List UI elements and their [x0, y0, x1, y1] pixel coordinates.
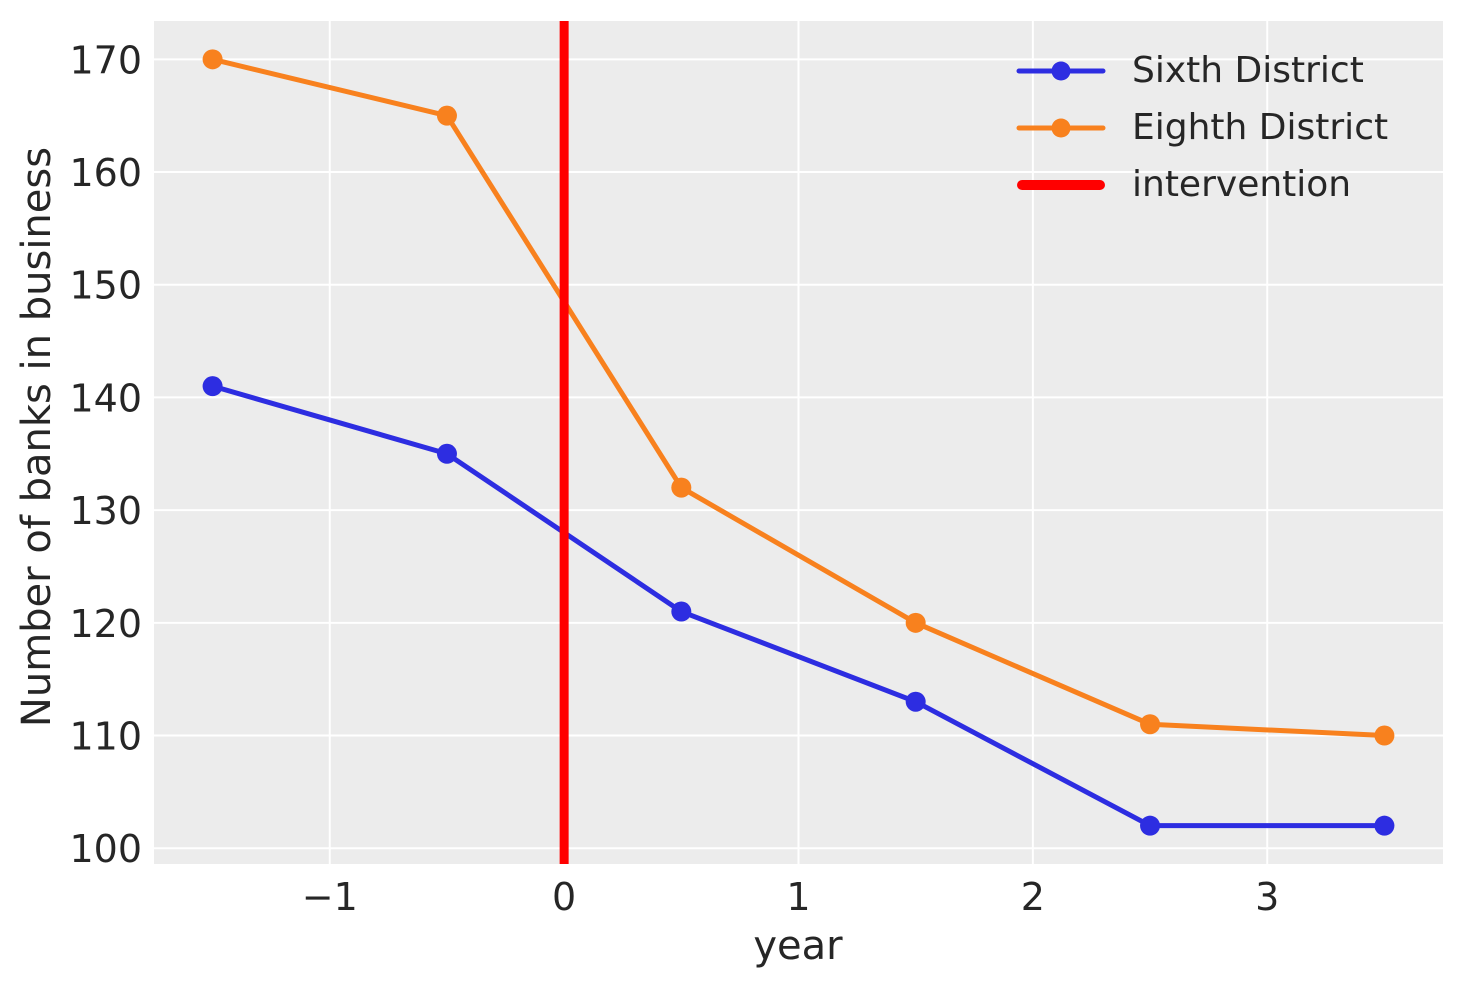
legend-item-eighth-district: Eighth District — [1016, 99, 1388, 156]
legend-label-eighth-district: Eighth District — [1132, 107, 1389, 148]
line-marker-sample-icon — [1016, 118, 1106, 137]
eighth-district-data-point — [1140, 714, 1161, 735]
legend-label-sixth-district: Sixth District — [1132, 50, 1364, 91]
y-tick-label: 170 — [69, 38, 142, 82]
y-tick-label: 110 — [69, 715, 142, 759]
y-tick-label: 160 — [69, 151, 142, 195]
eighth-district-data-point — [905, 612, 926, 633]
y-axis-label: Number of banks in business — [14, 146, 60, 728]
sixth-district-data-point — [436, 443, 457, 464]
x-axis-label: year — [753, 923, 843, 969]
legend: Sixth District Eighth District intervent… — [1016, 42, 1388, 213]
sixth-district-data-point — [905, 691, 926, 712]
sixth-district-data-point — [202, 376, 223, 397]
eighth-district-data-point — [1374, 725, 1395, 746]
sixth-district-data-point — [671, 601, 692, 622]
y-tick-label: 150 — [69, 264, 142, 308]
y-tick-label: 100 — [69, 827, 142, 871]
thick-line-sample-icon — [1017, 179, 1105, 190]
x-tick-label: 3 — [1255, 875, 1279, 919]
x-tick-label: 1 — [786, 875, 810, 919]
sixth-district-line — [210, 383, 1387, 829]
y-tick-label: 120 — [69, 602, 142, 646]
x-tick-label: −1 — [302, 875, 358, 919]
line-marker-sample-icon — [1016, 61, 1106, 80]
eighth-district-data-point — [202, 49, 223, 70]
eighth-district-data-point — [436, 105, 457, 126]
sixth-district-data-point — [1374, 815, 1395, 836]
x-tick-label: 2 — [1021, 875, 1045, 919]
eighth-district-line — [210, 56, 1387, 739]
legend-item-sixth-district: Sixth District — [1016, 42, 1388, 99]
y-tick-label: 130 — [69, 489, 142, 533]
sixth-district-data-point — [1140, 815, 1161, 836]
eighth-district-data-point — [671, 477, 692, 498]
y-tick-label: 140 — [69, 376, 142, 420]
legend-item-intervention: intervention — [1016, 156, 1388, 213]
legend-label-intervention: intervention — [1132, 164, 1352, 205]
x-tick-label: 0 — [552, 875, 576, 919]
